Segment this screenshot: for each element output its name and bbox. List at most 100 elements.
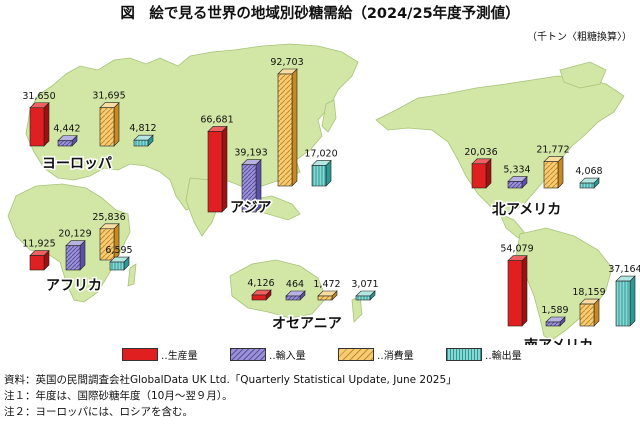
- region-label: 南アメリカ: [524, 337, 593, 345]
- value-label: 92,703: [270, 57, 303, 68]
- bar-front: [615, 280, 631, 327]
- bar-北アメリカ-輸入量: [507, 175, 528, 189]
- bar-front: [277, 73, 293, 187]
- legend-label-import: ‥輸入量: [269, 351, 306, 362]
- footnotes: 資料：英国の民間調査会社GlobalData UK Ltd.「Quarterly…: [4, 372, 457, 420]
- legend-export: ‥輸出量: [446, 347, 522, 362]
- bar-南アメリカ-消費量: [579, 298, 600, 327]
- value-label: 11,925: [22, 239, 55, 250]
- bar-front: [507, 260, 523, 327]
- bar-ヨーロッパ-消費量: [99, 101, 120, 147]
- value-label: 31,650: [22, 91, 55, 102]
- bar-side: [629, 275, 636, 327]
- bar-アジア-消費量: [277, 68, 298, 187]
- bar-front: [579, 182, 595, 189]
- region-label: ヨーロッパ: [42, 156, 112, 172]
- bar-front: [133, 139, 149, 147]
- bar-北アメリカ-消費量: [543, 155, 564, 189]
- bar-北アメリカ-輸出量: [579, 177, 600, 189]
- value-label: 20,129: [58, 229, 91, 240]
- bar-label-layer: 31,650 4,442 31,695 4,812 66,681 39,193 92,703…: [22, 57, 640, 316]
- bar-front: [65, 245, 81, 271]
- value-label: 66,681: [200, 114, 233, 125]
- madagascar-shape: [127, 263, 137, 287]
- value-label: 21,772: [536, 145, 569, 156]
- bar-アジア-輸出量: [311, 159, 332, 187]
- value-label: 1,472: [313, 279, 340, 290]
- value-label: 5,334: [503, 165, 530, 176]
- legend-label-consumption: ‥消費量: [377, 351, 414, 362]
- bar-オセアニア-輸入量: [285, 290, 306, 301]
- legend-label-export: ‥輸出量: [485, 351, 522, 362]
- bar-アジア-輸入量: [241, 158, 262, 213]
- value-label: 31,695: [92, 91, 125, 102]
- value-label: 37,164: [608, 264, 640, 275]
- bar-アフリカ-輸入量: [65, 239, 86, 271]
- legend-consumption: ‥消費量: [338, 347, 414, 362]
- greenland-shape: [559, 61, 607, 89]
- value-label: 17,020: [304, 148, 337, 159]
- bar-front: [29, 107, 45, 147]
- bar-ヨーロッパ-輸入量: [57, 134, 78, 147]
- bar-front: [317, 295, 333, 301]
- unit-label: （千トン〈粗糖換算〉）: [527, 32, 632, 43]
- note-2: 注２：ヨーロッパには、ロシアを含む。: [4, 406, 193, 418]
- bar-アフリカ-消費量: [99, 223, 120, 261]
- legend-swatch-production: [122, 348, 158, 361]
- bar-front: [57, 140, 73, 147]
- legend-import: ‥輸入量: [230, 347, 306, 362]
- world-map: [7, 43, 625, 341]
- legend-swatch-consumption: [338, 348, 374, 361]
- value-label: 4,126: [247, 278, 274, 289]
- region-label: オセアニア: [272, 316, 342, 332]
- world-map-chart: 31,650 4,442 31,695 4,812 66,681 39,193 92,703…: [7, 43, 640, 346]
- bar-南アメリカ-輸出量: [615, 275, 636, 327]
- bar-front: [311, 165, 327, 187]
- bar-オセアニア-消費量: [317, 290, 338, 301]
- bar-front: [285, 295, 301, 301]
- japan-shape: [321, 99, 337, 133]
- value-label: 4,068: [575, 166, 602, 177]
- chart-title: 図 絵で見る世界の地域別砂糖需給（2024/25年度予測値）: [120, 6, 520, 22]
- bar-ヨーロッパ-輸出量: [133, 134, 154, 147]
- bar-side: [221, 125, 228, 213]
- bar-front: [543, 161, 559, 189]
- note-1: 注１：年度は、国際砂糖年度（10月～翌９月）。: [4, 390, 233, 402]
- bar-front: [355, 295, 371, 301]
- value-label: 3,071: [351, 279, 378, 290]
- bar-front: [99, 107, 115, 147]
- bar-front: [251, 294, 267, 301]
- bar-front: [29, 255, 45, 271]
- value-label: 18,159: [572, 287, 605, 298]
- legend-swatch-export: [446, 348, 482, 361]
- bar-ヨーロッパ-生産量: [29, 102, 50, 147]
- bar-front: [109, 261, 125, 271]
- value-label: 39,193: [234, 148, 267, 159]
- bar-オセアニア-生産量: [251, 289, 272, 301]
- value-label: 1,589: [541, 305, 568, 316]
- value-label: 464: [286, 279, 304, 290]
- bar-アフリカ-輸出量: [109, 256, 130, 271]
- bar-front: [471, 163, 487, 189]
- bar-front: [99, 228, 115, 261]
- legend-label-production: ‥生産量: [161, 351, 198, 362]
- bar-南アメリカ-生産量: [507, 254, 528, 327]
- value-label: 6,595: [105, 245, 132, 256]
- region-label: アフリカ: [46, 278, 102, 294]
- bar-front: [507, 181, 523, 189]
- legend: ‥生産量 ‥輸入量 ‥消費量 ‥輸出量: [122, 347, 582, 363]
- bar-side: [113, 101, 120, 147]
- value-label: 25,836: [92, 212, 125, 223]
- region-label: アジア: [230, 200, 271, 216]
- bar-side: [43, 102, 50, 147]
- north-america-shape: [375, 75, 625, 217]
- value-label: 20,036: [464, 147, 497, 158]
- bar-layer: [29, 68, 636, 327]
- value-label: 4,812: [129, 123, 156, 134]
- value-label: 54,079: [500, 244, 533, 255]
- bar-front: [579, 303, 595, 327]
- bar-front: [545, 321, 561, 327]
- eurasia-shape: [25, 43, 359, 211]
- legend-swatch-import: [230, 348, 266, 361]
